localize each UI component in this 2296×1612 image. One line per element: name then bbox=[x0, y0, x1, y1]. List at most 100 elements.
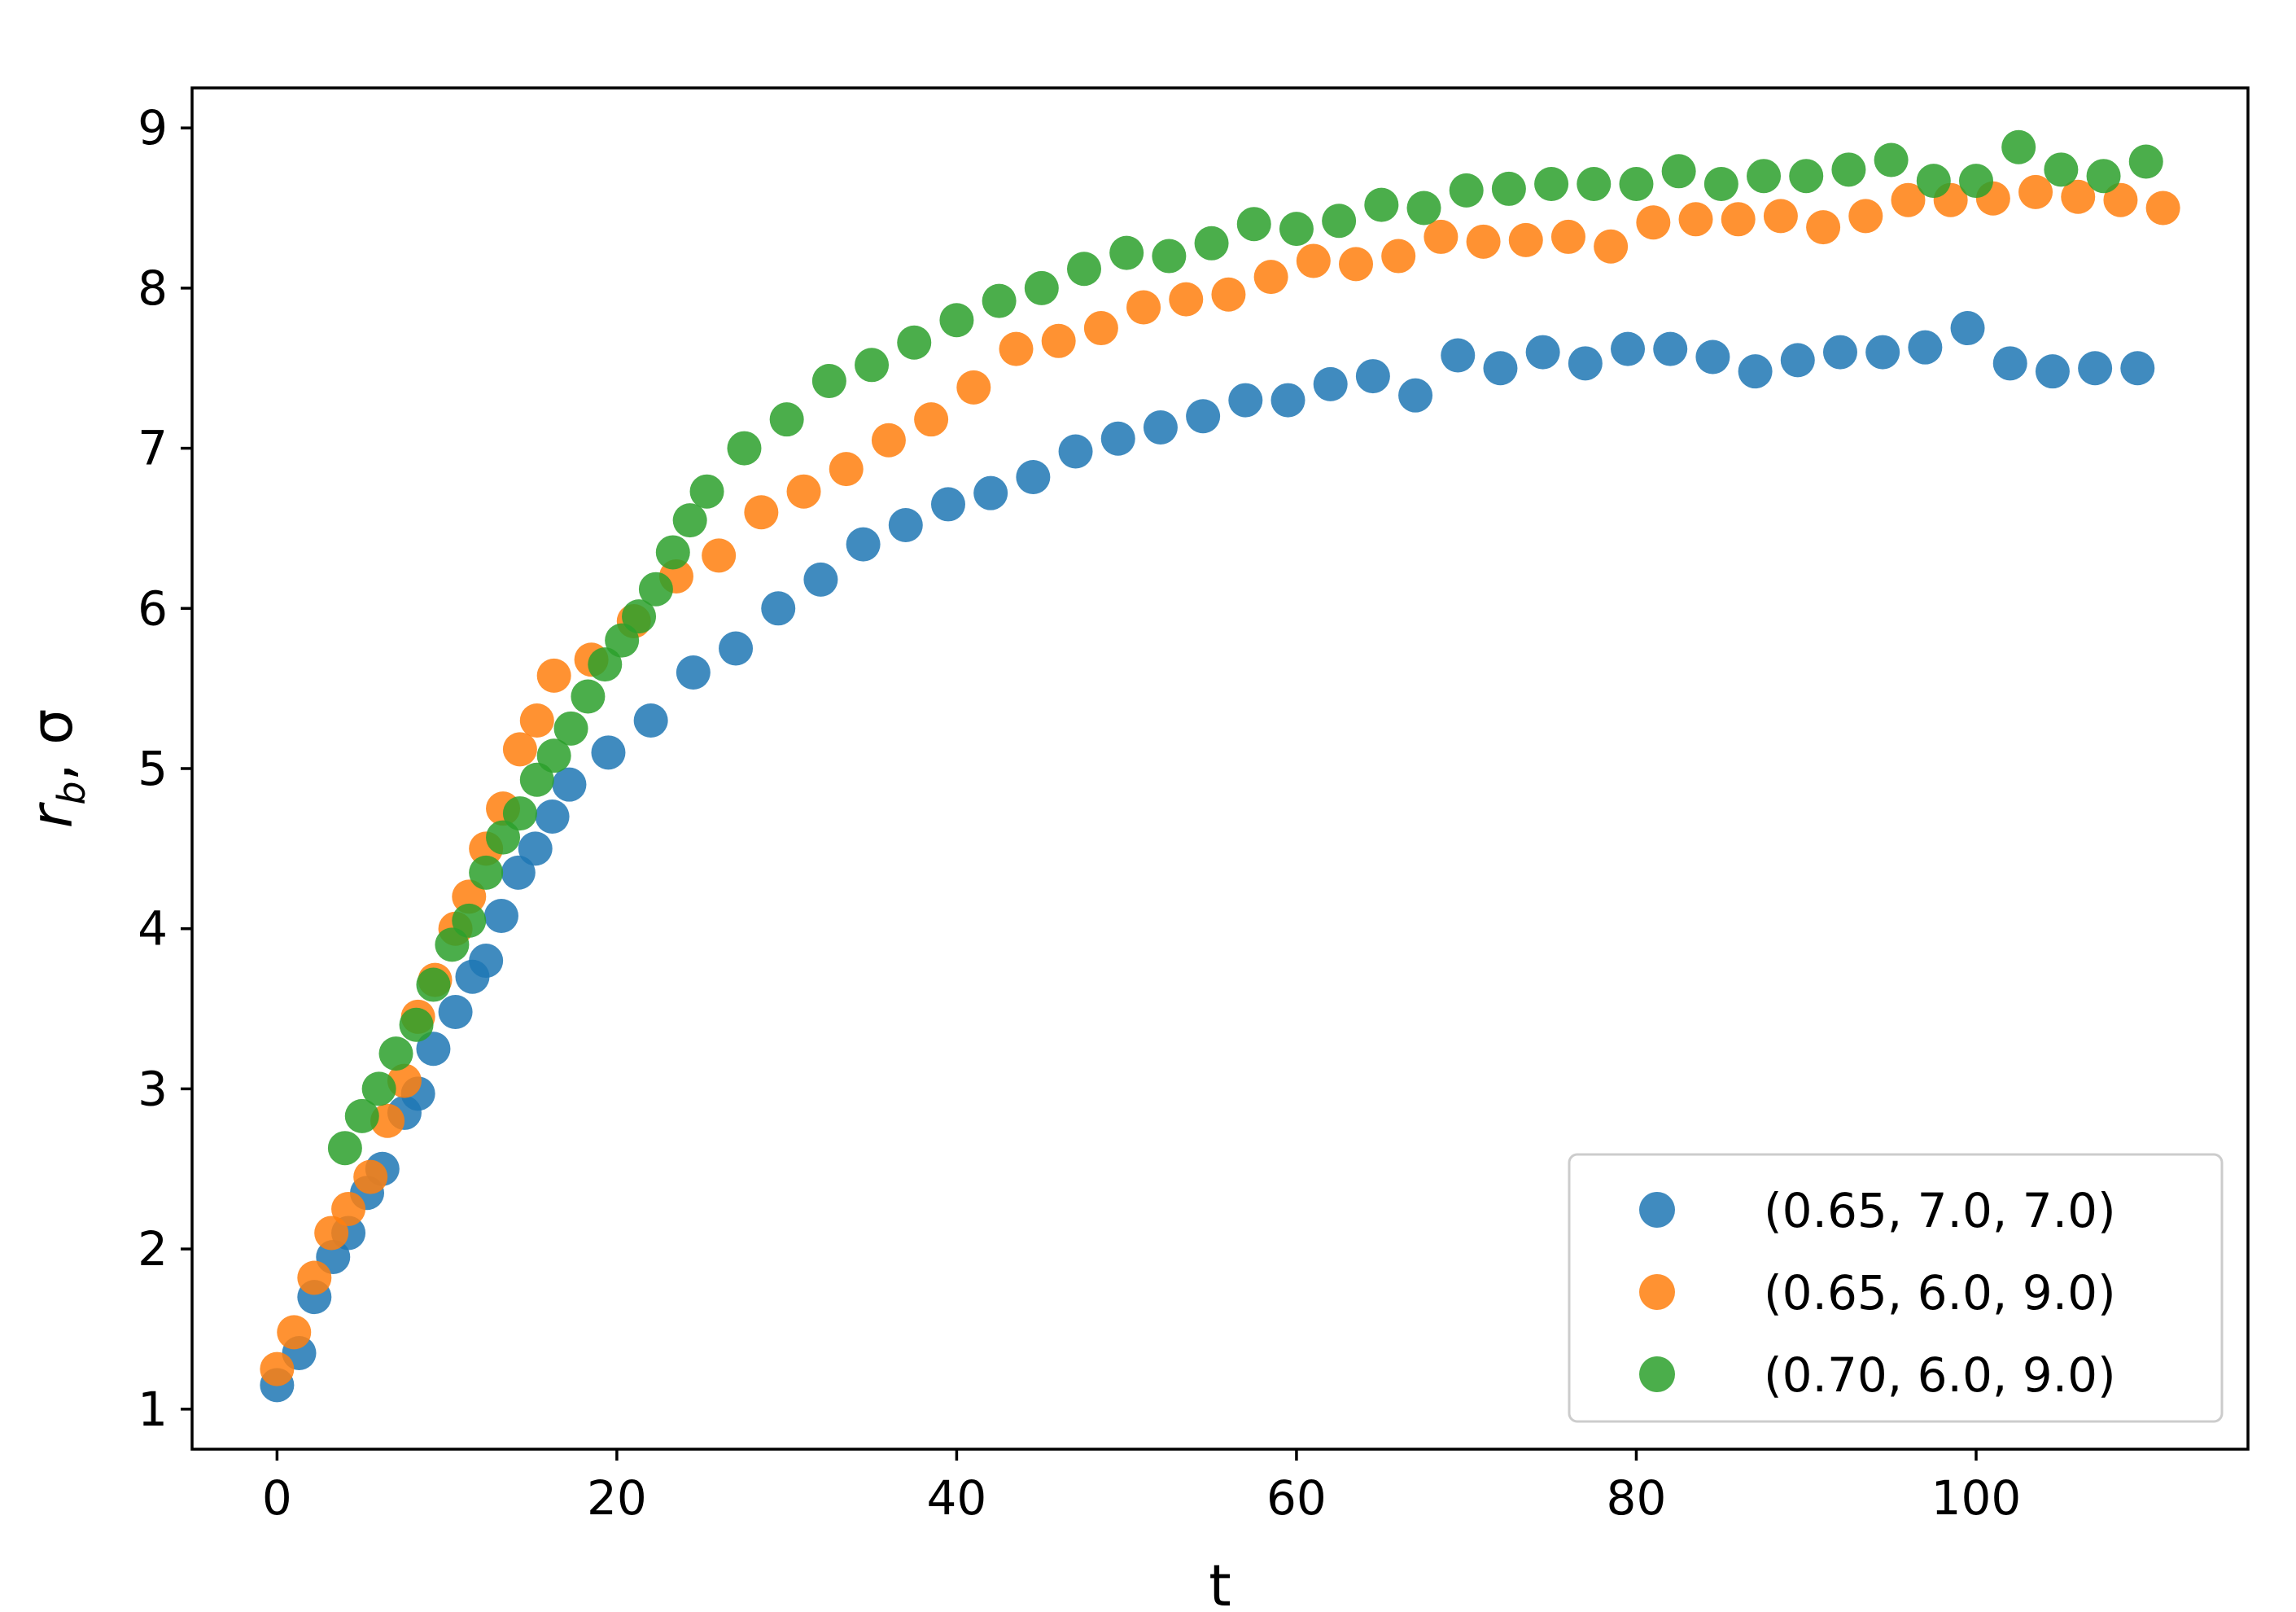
data-point bbox=[1822, 335, 1857, 370]
data-point bbox=[982, 283, 1017, 318]
data-point bbox=[1958, 164, 1993, 199]
data-point bbox=[438, 994, 473, 1029]
data-point bbox=[452, 879, 487, 914]
y-tick-label: 5 bbox=[138, 741, 168, 796]
data-point bbox=[370, 1103, 405, 1138]
x-tick-label: 100 bbox=[1931, 1470, 2022, 1526]
data-point bbox=[399, 1007, 434, 1042]
data-point bbox=[1109, 235, 1144, 270]
legend-label: (0.65, 7.0, 7.0) bbox=[1764, 1183, 2116, 1238]
data-point bbox=[727, 431, 762, 466]
data-point bbox=[1891, 182, 1926, 217]
data-point bbox=[1186, 399, 1221, 434]
data-point bbox=[277, 1315, 312, 1350]
data-point bbox=[1636, 205, 1671, 240]
data-point bbox=[1721, 202, 1756, 237]
series-3 bbox=[327, 129, 2163, 1166]
y-tick-label: 9 bbox=[138, 100, 168, 156]
data-point bbox=[1747, 159, 1782, 194]
data-point bbox=[1253, 260, 1288, 295]
data-point bbox=[297, 1260, 332, 1295]
x-tick-label: 60 bbox=[1266, 1470, 1327, 1526]
data-point bbox=[1143, 410, 1178, 445]
data-point bbox=[1491, 171, 1526, 206]
y-tick-label: 1 bbox=[138, 1382, 168, 1437]
y-tick-label: 7 bbox=[138, 421, 168, 476]
data-point bbox=[1228, 383, 1263, 418]
data-point bbox=[2145, 191, 2180, 226]
legend-marker bbox=[1639, 1274, 1675, 1310]
legend-marker bbox=[1639, 1356, 1675, 1392]
data-point bbox=[871, 423, 906, 458]
data-point bbox=[1594, 229, 1629, 264]
data-point bbox=[552, 767, 587, 802]
data-point bbox=[1296, 243, 1331, 278]
data-point bbox=[1916, 164, 1951, 199]
data-point bbox=[1236, 207, 1271, 242]
y-axis-label: rb, σ bbox=[19, 709, 94, 829]
data-point bbox=[1992, 346, 2027, 381]
data-point bbox=[518, 831, 553, 866]
data-point bbox=[638, 572, 673, 607]
data-point bbox=[378, 1036, 413, 1071]
data-point bbox=[655, 535, 690, 570]
legend-marker bbox=[1639, 1192, 1675, 1228]
data-point bbox=[622, 599, 657, 634]
data-point bbox=[353, 1159, 388, 1194]
data-point bbox=[1577, 167, 1612, 202]
data-point bbox=[1339, 247, 1374, 282]
data-point bbox=[811, 363, 846, 398]
data-point bbox=[2103, 182, 2138, 217]
data-point bbox=[999, 331, 1034, 366]
y-tick-label: 3 bbox=[138, 1061, 168, 1116]
y-axis-label-subscript: b bbox=[50, 781, 94, 804]
data-point bbox=[956, 370, 991, 405]
data-point bbox=[502, 732, 537, 767]
data-point bbox=[1322, 204, 1357, 239]
data-point bbox=[689, 474, 724, 509]
data-point bbox=[469, 855, 504, 890]
data-point bbox=[344, 1098, 379, 1133]
data-point bbox=[2001, 129, 2036, 164]
data-point bbox=[1016, 459, 1051, 494]
data-point bbox=[1313, 366, 1348, 401]
data-point bbox=[930, 487, 965, 522]
data-point bbox=[553, 711, 588, 746]
data-point bbox=[1534, 167, 1569, 202]
data-point bbox=[1364, 187, 1399, 222]
data-point bbox=[2035, 354, 2070, 389]
data-point bbox=[1525, 335, 1560, 370]
data-point bbox=[1194, 226, 1229, 261]
data-point bbox=[702, 538, 737, 573]
x-axis: 0 20 40 60 80 100 bbox=[262, 1449, 2021, 1526]
data-point bbox=[1381, 239, 1416, 274]
data-point bbox=[486, 820, 521, 855]
data-point bbox=[1874, 142, 1909, 177]
y-axis-label-r: r bbox=[19, 801, 85, 828]
data-point bbox=[676, 655, 711, 690]
legend-frame bbox=[1568, 1153, 2224, 1423]
data-point bbox=[973, 475, 1008, 510]
data-point bbox=[829, 452, 864, 487]
data-point bbox=[1695, 339, 1730, 375]
data-point bbox=[2128, 144, 2163, 179]
data-point bbox=[786, 474, 821, 509]
data-point bbox=[2018, 174, 2053, 209]
data-point bbox=[744, 495, 779, 530]
data-point bbox=[571, 679, 606, 714]
data-point bbox=[1508, 222, 1543, 257]
data-point bbox=[1908, 330, 1943, 365]
data-point bbox=[519, 762, 554, 797]
data-point bbox=[1169, 282, 1204, 317]
legend-label: (0.70, 6.0, 9.0) bbox=[1764, 1347, 2116, 1403]
data-point bbox=[536, 738, 571, 773]
legend-label: (0.65, 6.0, 9.0) bbox=[1764, 1265, 2116, 1321]
data-point bbox=[1780, 343, 1815, 378]
data-point bbox=[1041, 323, 1076, 358]
data-point bbox=[1568, 346, 1603, 381]
data-point bbox=[1661, 154, 1696, 189]
data-point bbox=[260, 1351, 295, 1386]
data-point bbox=[1406, 191, 1441, 226]
data-point bbox=[633, 703, 668, 738]
data-point bbox=[1100, 421, 1135, 456]
